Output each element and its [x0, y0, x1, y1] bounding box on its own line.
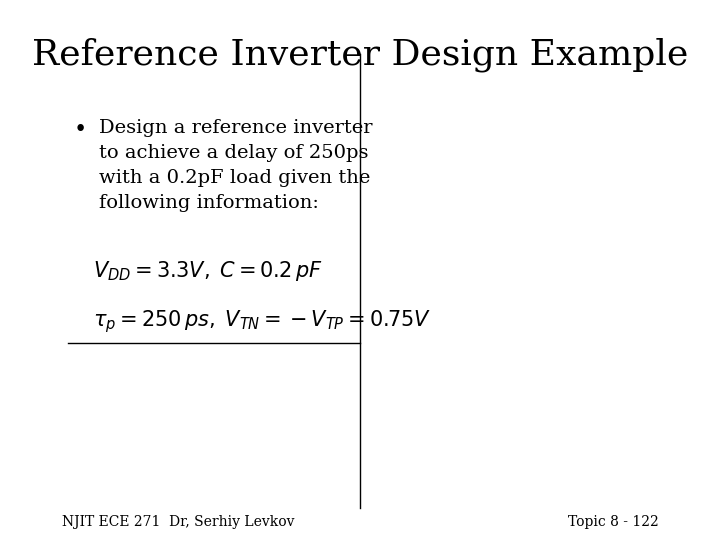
Text: Topic 8 - 122: Topic 8 - 122 [567, 515, 658, 529]
Text: $\tau_p = 250\, ps, \; V_{TN} = -V_{TP} = 0.75V$: $\tau_p = 250\, ps, \; V_{TN} = -V_{TP} … [93, 308, 431, 335]
Text: Reference Inverter Design Example: Reference Inverter Design Example [32, 38, 688, 72]
Text: NJIT ECE 271  Dr, Serhiy Levkov: NJIT ECE 271 Dr, Serhiy Levkov [62, 515, 294, 529]
Text: Design a reference inverter
to achieve a delay of 250ps
with a 0.2pF load given : Design a reference inverter to achieve a… [99, 119, 372, 212]
Text: $V_{DD} = 3.3V, \; C = 0.2\, pF$: $V_{DD} = 3.3V, \; C = 0.2\, pF$ [93, 259, 323, 283]
Text: •: • [74, 119, 87, 141]
